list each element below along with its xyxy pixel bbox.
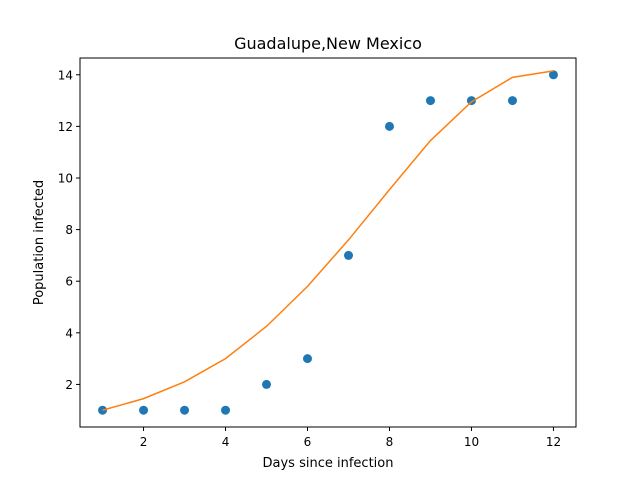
axes-frame <box>79 57 577 428</box>
data-point-6 <box>303 354 312 364</box>
data-point-7 <box>344 250 353 260</box>
x-tick-label: 4 <box>222 435 230 449</box>
data-point-3 <box>180 405 190 415</box>
data-point-5 <box>262 379 272 389</box>
plot-area <box>98 70 558 415</box>
y-tick-label: 2 <box>65 378 73 392</box>
x-tick-label: 2 <box>140 435 148 449</box>
y-tick-label: 8 <box>65 223 73 237</box>
x-tick-label: 10 <box>464 435 479 449</box>
y-tick-label: 10 <box>58 171 73 185</box>
data-point-4 <box>221 405 231 415</box>
axis-ticks: 2 4 6 8 10 12 2 4 6 8 10 12 14 <box>58 68 561 449</box>
data-point-2 <box>139 405 149 415</box>
y-tick-label: 6 <box>65 275 73 289</box>
data-point-12 <box>548 70 558 80</box>
y-tick-label: 12 <box>58 120 73 134</box>
data-point-8 <box>384 121 394 131</box>
x-tick-label: 6 <box>304 435 312 449</box>
data-point-9 <box>425 96 435 106</box>
x-tick-label: 12 <box>546 435 561 449</box>
data-point-10 <box>466 96 476 106</box>
y-tick-label: 4 <box>65 326 73 340</box>
data-point-11 <box>507 96 517 106</box>
y-axis-label: Population infected <box>32 180 47 305</box>
fit-line <box>102 70 554 411</box>
y-tick-label: 14 <box>58 68 73 82</box>
x-axis-label: Days since infection <box>263 456 394 471</box>
x-tick-label: 8 <box>386 435 394 449</box>
chart-title: Guadalupe,New Mexico <box>234 34 422 53</box>
